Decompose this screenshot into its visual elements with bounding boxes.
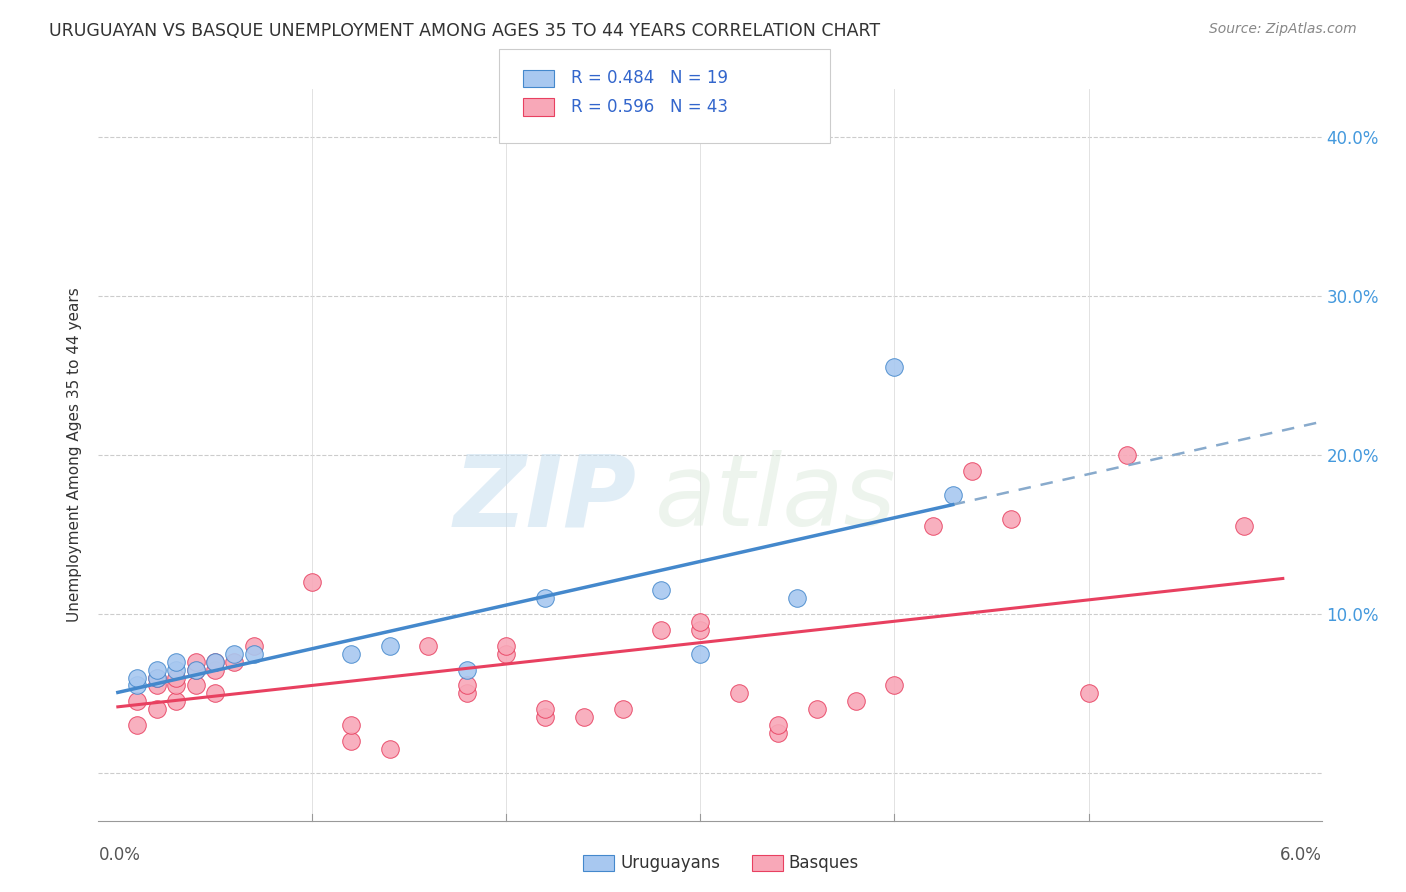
Point [127,671,149,685]
Point [1233,519,1256,533]
Point [378,742,401,756]
Point [224,655,246,669]
Point [378,639,401,653]
Text: 0.0%: 0.0% [98,847,141,864]
Point [534,710,557,724]
Point [127,678,149,692]
Point [766,718,789,732]
Point [650,623,672,637]
Point [340,718,363,732]
Point [845,694,868,708]
Point [534,702,557,716]
Y-axis label: Unemployment Among Ages 35 to 44 years: Unemployment Among Ages 35 to 44 years [67,287,83,623]
Point [145,671,167,685]
Text: ZIP: ZIP [454,450,637,548]
Point [572,710,595,724]
Text: 6.0%: 6.0% [1279,847,1322,864]
Point [806,702,828,716]
Point [883,360,905,375]
Text: Uruguayans: Uruguayans [620,854,720,871]
Point [786,591,808,605]
Point [242,647,264,661]
Point [204,655,226,669]
Point [689,615,711,629]
Point [165,678,187,692]
Point [204,663,226,677]
Point [1116,448,1139,462]
Point [942,488,965,502]
Point [204,686,226,700]
Point [689,623,711,637]
Point [495,647,517,661]
Point [165,671,187,685]
Point [184,663,207,677]
Point [418,639,440,653]
Point [127,718,149,732]
Text: R = 0.484   N = 19: R = 0.484 N = 19 [571,70,728,87]
Point [495,639,517,653]
Point [242,639,264,653]
Point [960,464,983,478]
Point [184,655,207,669]
Point [456,663,478,677]
Point [184,678,207,692]
Point [766,726,789,740]
Point [612,702,634,716]
Point [165,694,187,708]
Point [145,702,167,716]
Point [165,655,187,669]
Point [922,519,945,533]
Point [165,663,187,677]
Point [301,575,323,590]
Point [340,647,363,661]
Point [728,686,751,700]
Text: atlas: atlas [655,450,897,548]
Point [650,583,672,598]
Point [689,647,711,661]
Point [184,663,207,677]
Point [456,678,478,692]
Text: URUGUAYAN VS BASQUE UNEMPLOYMENT AMONG AGES 35 TO 44 YEARS CORRELATION CHART: URUGUAYAN VS BASQUE UNEMPLOYMENT AMONG A… [49,22,880,40]
Point [145,663,167,677]
Text: R = 0.596   N = 43: R = 0.596 N = 43 [571,98,728,116]
Text: Source: ZipAtlas.com: Source: ZipAtlas.com [1209,22,1357,37]
Point [145,671,167,685]
Text: Basques: Basques [789,854,859,871]
Point [1000,511,1022,525]
Point [456,686,478,700]
Point [224,647,246,661]
Point [204,655,226,669]
Point [883,678,905,692]
Point [127,694,149,708]
Point [1077,686,1099,700]
Point [340,734,363,748]
Point [534,591,557,605]
Point [145,678,167,692]
